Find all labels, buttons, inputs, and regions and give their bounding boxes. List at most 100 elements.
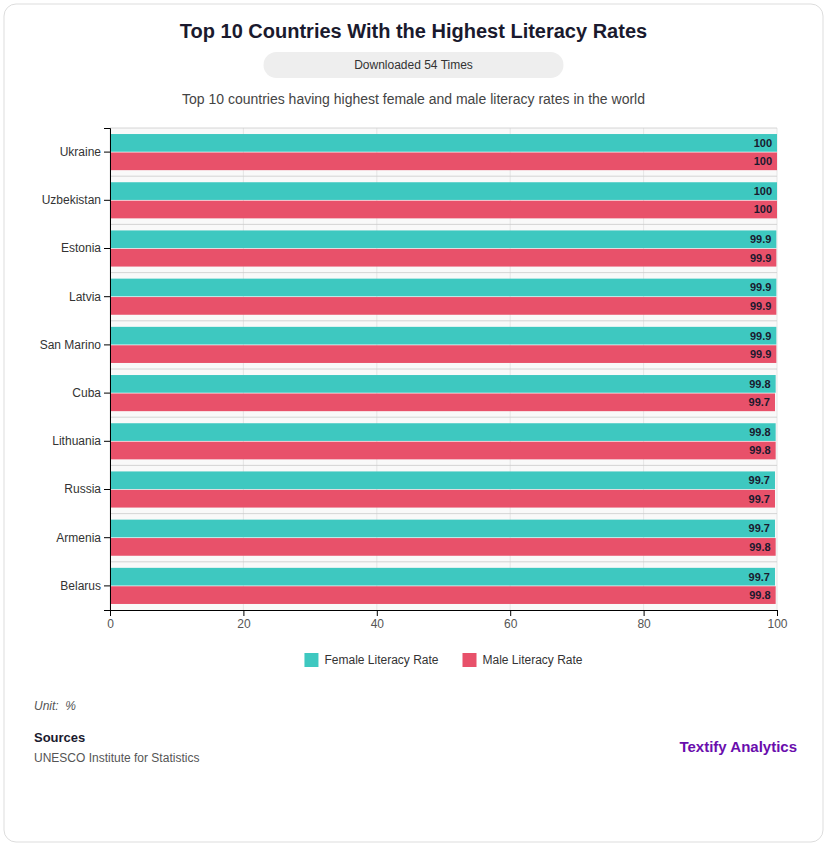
bar: [110, 520, 775, 538]
tick-label: Belarus: [60, 579, 101, 593]
data-label: 100: [754, 155, 772, 167]
tick-mark: [104, 585, 110, 586]
tick-label: 60: [504, 617, 518, 631]
data-label: 99.8: [749, 378, 770, 390]
tick: Belarus: [60, 579, 110, 593]
series: [110, 134, 777, 585]
tick: Cuba: [72, 386, 110, 400]
data-label: 100: [754, 137, 772, 149]
tick-mark: [104, 489, 110, 490]
tick-label: San Marino: [40, 338, 102, 352]
sources-text: UNESCO Institute for Statistics: [34, 751, 199, 765]
legend-item: Male Literacy Rate: [463, 653, 583, 667]
tick: 60: [504, 610, 518, 631]
plot-background: [110, 128, 777, 610]
divider: [110, 320, 777, 321]
series: [110, 152, 777, 603]
tick-mark: [104, 441, 110, 442]
legend-swatch: [463, 653, 477, 667]
dividers: [110, 128, 777, 562]
data-label: 99.9: [750, 348, 771, 360]
divider: [110, 417, 777, 418]
brand: Textify Analytics: [679, 738, 797, 755]
bar: [110, 568, 775, 586]
data-label: 99.7: [749, 493, 770, 505]
divider: [110, 465, 777, 466]
bar: [110, 297, 776, 315]
tick-label: 80: [637, 617, 651, 631]
bar: [110, 279, 776, 297]
data-label: 99.7: [749, 396, 770, 408]
tick: Latvia: [69, 290, 110, 304]
divider: [110, 272, 777, 273]
sources-label: Sources: [34, 730, 85, 745]
data-label: 99.8: [749, 541, 770, 553]
divider: [110, 513, 777, 514]
data-label: 99.8: [749, 589, 770, 601]
tick: Lithuania: [52, 434, 110, 448]
bar: [110, 471, 775, 489]
tick-mark: [104, 344, 110, 345]
data-label: 99.9: [750, 233, 771, 245]
data-label: 99.7: [749, 474, 770, 486]
tick: 20: [237, 610, 251, 631]
tick-label: Cuba: [72, 386, 101, 400]
legend: Female Literacy Rate Male Literacy Rate: [304, 653, 582, 667]
legend-item: Female Literacy Rate: [304, 653, 438, 667]
tick-mark: [644, 610, 645, 616]
tick-label: 100: [767, 617, 787, 631]
tick: Russia: [64, 482, 110, 496]
data-label: 100: [754, 185, 772, 197]
tick-mark: [243, 610, 244, 616]
tick: Estonia: [61, 241, 110, 255]
bar: [110, 134, 777, 152]
bar: [110, 586, 776, 604]
unit-label: Unit: %: [34, 699, 76, 713]
tick-label: 40: [371, 617, 385, 631]
axis-line: [111, 611, 778, 617]
bar: [110, 152, 777, 170]
bar: [110, 375, 776, 393]
subtitle: Top 10 countries having highest female a…: [182, 91, 645, 107]
tick-label: 20: [237, 617, 251, 631]
bar: [110, 201, 777, 219]
bars: [110, 134, 777, 604]
bar: [110, 345, 776, 363]
badge: [264, 52, 564, 78]
tick-mark: [104, 296, 110, 297]
page-border: [4, 4, 823, 842]
data-label: 99.9: [750, 300, 771, 312]
bar: [110, 442, 776, 460]
x-axis: 020406080100: [107, 610, 788, 631]
bar: [110, 249, 776, 267]
data-label: 99.9: [750, 252, 771, 264]
data-label: 99.8: [749, 444, 770, 456]
legend-label: Female Literacy Rate: [324, 653, 438, 667]
divider: [110, 176, 777, 177]
divider: [110, 561, 777, 562]
tick-label: Lithuania: [52, 434, 101, 448]
data-label: 99.9: [750, 281, 771, 293]
tick: 80: [637, 610, 651, 631]
tick-label: Uzbekistan: [42, 193, 101, 207]
data-label: 99.7: [749, 571, 770, 583]
tick-label: Armenia: [56, 531, 101, 545]
tick-label: Estonia: [61, 241, 101, 255]
legend-label: Male Literacy Rate: [483, 653, 583, 667]
tick-mark: [777, 610, 778, 616]
axis-line: [104, 129, 111, 611]
tick-mark: [510, 610, 511, 616]
tick-mark: [104, 537, 110, 538]
bar: [110, 538, 776, 556]
tick-mark: [104, 200, 110, 201]
tick: 40: [371, 610, 385, 631]
divider: [110, 128, 777, 129]
tick-label: Ukraine: [60, 145, 102, 159]
data-labels: 100 100 99.9 99.9 99.9 99.8 99.8 99.7 99.7 99.7 10…: [749, 137, 772, 601]
tick: Ukraine: [60, 145, 110, 159]
data-label: 99.8: [749, 426, 770, 438]
tick-mark: [104, 393, 110, 394]
tick-label: Latvia: [69, 290, 101, 304]
bar: [110, 393, 775, 411]
divider: [110, 369, 777, 370]
